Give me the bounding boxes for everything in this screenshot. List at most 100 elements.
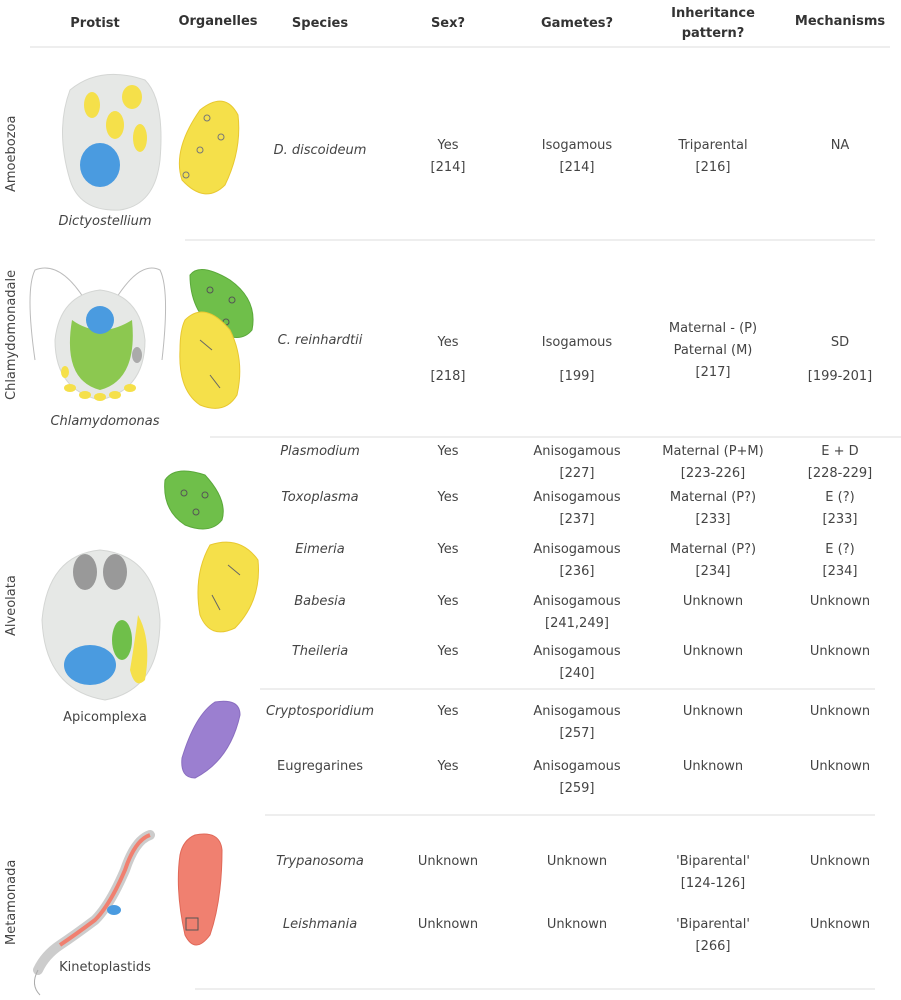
header-sex: Sex? <box>430 16 466 31</box>
sex-line: Yes <box>437 542 459 557</box>
inheritance-cell: Unknown <box>683 591 743 613</box>
sex-line: Yes <box>437 704 459 719</box>
mechanisms-line: Unknown <box>809 594 871 609</box>
chlamydomonas-cell-illustration <box>29 267 167 401</box>
mechanisms-line: Unknown <box>809 759 871 774</box>
mechanisms-line: E (?) <box>825 490 855 505</box>
sex-line: Yes <box>437 138 459 153</box>
sex-cell: Yes <box>438 641 459 663</box>
inheritance-line: [216] <box>695 160 731 175</box>
sex-line: Yes <box>437 594 459 609</box>
gametes-line: [240] <box>559 666 595 681</box>
inheritance-line: [217] <box>695 365 731 380</box>
gametes-line: [241,249] <box>545 616 609 631</box>
protist-name-chlamydomonas: Chlamydomonas <box>50 414 160 429</box>
sex-cell: Unknown <box>418 851 478 873</box>
inheritance-cell: Unknown <box>683 756 743 778</box>
gametes-line: Anisogamous <box>533 490 621 505</box>
inheritance-line: [266] <box>695 939 731 954</box>
sex-line: Yes <box>437 644 459 659</box>
mechanisms-line: E + D <box>821 444 859 459</box>
header-mechanisms: Mechanisms <box>794 14 886 29</box>
species-cell: Toxoplasma <box>281 490 359 505</box>
divider <box>185 239 875 241</box>
species-cell: D. discoideum <box>273 143 367 158</box>
gametes-line: [259] <box>559 781 595 796</box>
header-inheritance: Inheritance pattern? <box>671 4 755 44</box>
apicomplexa-cell-illustration <box>41 549 161 701</box>
mechanisms-cell: Unknown <box>810 591 870 613</box>
inheritance-line: Unknown <box>682 644 744 659</box>
inheritance-cell: 'Biparental' [266] <box>676 914 750 958</box>
gametes-cell: Isogamous [199] <box>542 326 612 394</box>
sex-cell: Yes <box>438 591 459 613</box>
gametes-cell: Anisogamous [237] <box>533 487 620 531</box>
mechanisms-cell: Unknown <box>810 851 870 873</box>
species-cell: Theileria <box>291 644 349 659</box>
inheritance-line: Maternal (P?) <box>669 490 757 505</box>
gametes-line: Unknown <box>546 917 608 932</box>
sex-cell: Yes [218] <box>431 326 466 394</box>
species-cell: Leishmania <box>282 917 358 932</box>
mitochondrion-illustration <box>179 311 241 409</box>
divider <box>265 814 875 816</box>
inheritance-line: Maternal (P+M) <box>662 444 764 459</box>
inheritance-cell: Maternal - (P) Paternal (M) [217] <box>669 318 757 384</box>
sex-line: Yes <box>437 444 459 459</box>
inheritance-cell: Unknown <box>683 641 743 663</box>
gametes-line: [257] <box>559 726 595 741</box>
gametes-line: Anisogamous <box>533 594 621 609</box>
header-organelles: Organelles <box>178 14 258 29</box>
mechanisms-line: [234] <box>822 564 858 579</box>
mechanisms-line: Unknown <box>809 854 871 869</box>
gametes-cell: Anisogamous [241,249] <box>533 591 620 635</box>
sex-cell: Unknown <box>418 914 478 936</box>
protist-name-apicomplexa: Apicomplexa <box>63 710 147 725</box>
species-cell: Cryptosporidium <box>265 704 375 719</box>
gametes-line: Anisogamous <box>533 644 621 659</box>
gametes-line: Anisogamous <box>533 759 621 774</box>
mechanisms-cell: E (?) [234] <box>823 539 858 583</box>
plastid-illustration <box>164 470 224 530</box>
mechanisms-line: E (?) <box>825 542 855 557</box>
species-cell: Eugregarines <box>277 759 363 774</box>
mechanisms-cell: NA <box>831 135 850 157</box>
sex-cell: Yes <box>438 701 459 723</box>
mechanisms-cell: Unknown <box>810 756 870 778</box>
inheritance-line: [124-126] <box>680 876 746 891</box>
mechanisms-cell: Unknown <box>810 701 870 723</box>
header-species: Species <box>291 16 349 31</box>
mechanisms-line: Unknown <box>809 917 871 932</box>
mechanisms-cell: E + D [228-229] <box>808 441 872 485</box>
mechanisms-cell: SD [199-201] <box>808 326 872 394</box>
gametes-cell: Anisogamous [257] <box>533 701 620 745</box>
sex-cell: Yes <box>438 756 459 778</box>
inheritance-line: Maternal (P?) <box>669 542 757 557</box>
dictyostelium-cell-illustration <box>62 73 162 211</box>
sex-line: Yes <box>437 490 459 505</box>
sex-cell: Yes <box>438 441 459 463</box>
mechanisms-line: [228-229] <box>807 466 873 481</box>
inheritance-cell: Maternal (P?) [234] <box>670 539 756 583</box>
gametes-cell: Unknown <box>547 914 607 936</box>
mechanisms-line: Unknown <box>809 644 871 659</box>
header-inheritance-line1: Inheritance <box>671 6 755 21</box>
sex-cell: Yes <box>438 539 459 561</box>
gametes-line: [227] <box>559 466 595 481</box>
gametes-line: Anisogamous <box>533 444 621 459</box>
gametes-cell: Isogamous [214] <box>542 135 612 179</box>
sex-line: Unknown <box>417 917 479 932</box>
gametes-line: Isogamous <box>541 335 613 350</box>
inheritance-line: [223-226] <box>680 466 746 481</box>
species-cell: Plasmodium <box>280 444 360 459</box>
protist-name-kinetoplastids: Kinetoplastids <box>59 960 151 975</box>
species-cell: C. reinhardtii <box>277 333 363 348</box>
mechanisms-line: NA <box>830 138 850 153</box>
inheritance-line: Unknown <box>682 759 744 774</box>
inheritance-line: Maternal - (P) <box>668 321 758 336</box>
inheritance-line: [233] <box>695 512 731 527</box>
inheritance-cell: Maternal (P+M) [223-226] <box>662 441 763 485</box>
protist-name-dictyostellium: Dictyostellium <box>58 214 152 229</box>
gametes-cell: Anisogamous [259] <box>533 756 620 800</box>
gametes-line: Isogamous <box>541 138 613 153</box>
